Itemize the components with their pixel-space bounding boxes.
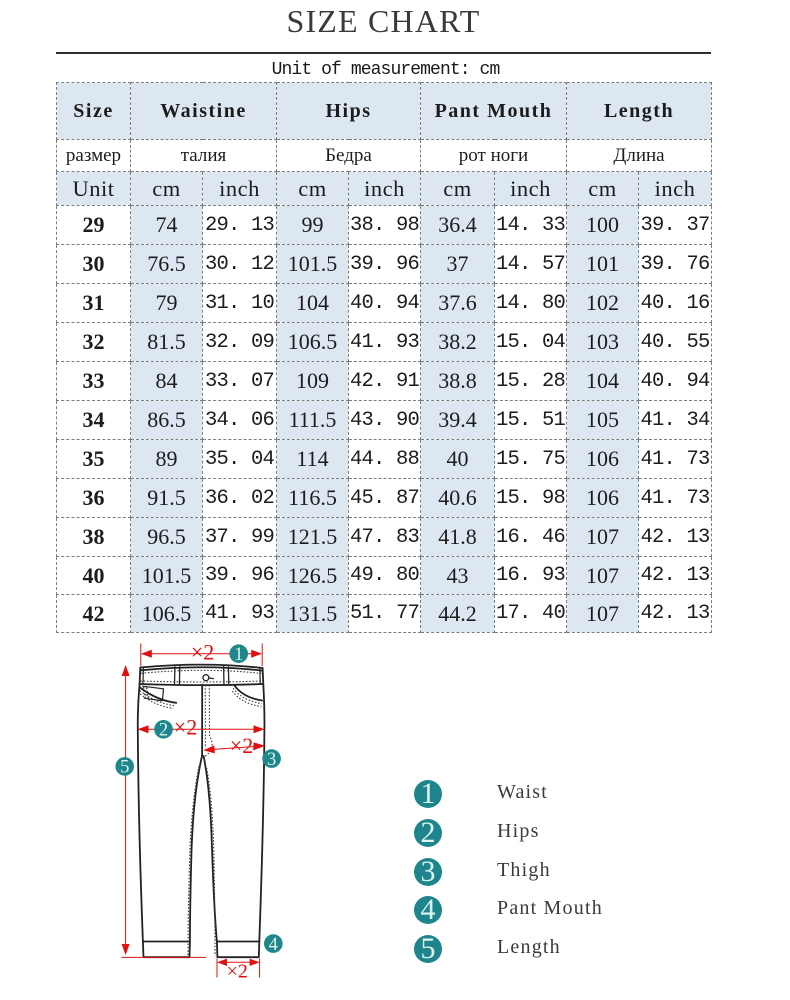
svg-text:2: 2 <box>159 721 168 741</box>
svg-text:×2: ×2 <box>227 961 248 983</box>
svg-text:×2: ×2 <box>174 715 197 740</box>
svg-text:×2: ×2 <box>230 733 253 758</box>
svg-text:3: 3 <box>267 750 276 770</box>
svg-text:4: 4 <box>269 935 278 955</box>
svg-text:×2: ×2 <box>191 640 214 665</box>
svg-text:1: 1 <box>234 645 243 665</box>
svg-text:5: 5 <box>120 758 129 778</box>
